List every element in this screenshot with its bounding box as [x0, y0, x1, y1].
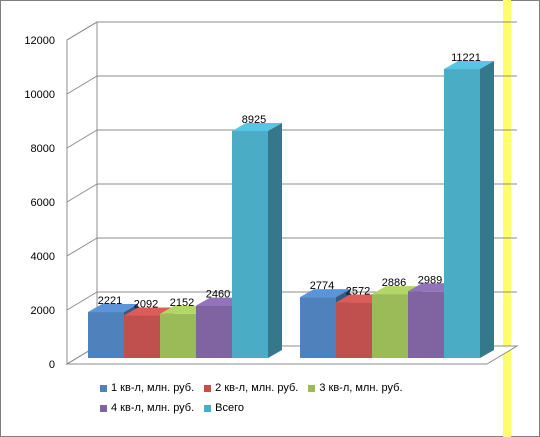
bar-front: [336, 302, 372, 358]
data-label: 2886: [382, 277, 406, 289]
grid-diagonal: [66, 183, 98, 203]
bar-front: [124, 315, 160, 358]
legend-label: 4 кв-л, млн. руб.: [111, 402, 195, 414]
legend-label: Всего: [215, 402, 245, 414]
bar-top: [444, 61, 494, 70]
data-label: 8925: [242, 114, 266, 126]
y-tick-label: 10000: [24, 89, 55, 101]
data-label: 2152: [170, 297, 194, 309]
legend: 1 кв-л, млн. руб. 2 кв-л, млн. руб. 3 кв-л…: [100, 382, 500, 422]
y-tick-label: 2000: [31, 305, 55, 317]
legend-label: 2 кв-л, млн. руб.: [215, 382, 299, 394]
data-label: 2774: [310, 280, 334, 292]
grid-diagonal: [66, 237, 98, 257]
bar-side: [480, 61, 494, 359]
bar-top: [232, 123, 282, 132]
legend-item: 3 кв-л, млн. руб.: [308, 382, 403, 394]
bar-front: [196, 305, 232, 358]
bar-front: [88, 312, 124, 358]
legend-swatch: [308, 384, 316, 392]
legend-item: 4 кв-л, млн. руб.: [100, 402, 194, 414]
bar-front: [160, 313, 196, 358]
bar-front: [444, 69, 480, 359]
y-tick-label: 4000: [31, 251, 55, 263]
data-label: 2221: [98, 295, 122, 307]
legend-swatch: [100, 384, 107, 392]
legend-item: 1 кв-л, млн. руб.: [100, 382, 194, 394]
legend-label: 1 кв-л, млн. руб.: [111, 382, 195, 394]
bar-front: [372, 294, 408, 358]
grid-diagonal: [66, 21, 98, 41]
bar-front: [232, 131, 268, 358]
legend-label: 3 кв-л, млн. руб.: [319, 382, 403, 394]
bar-side: [268, 123, 282, 359]
bar-front: [408, 291, 444, 358]
legend-swatch: [204, 384, 212, 392]
bar-front: [300, 297, 336, 358]
data-label: 2989: [418, 274, 442, 286]
bar-top: [88, 304, 138, 313]
y-tick-label: 12000: [24, 35, 55, 47]
data-label: 2460: [206, 289, 230, 301]
y-tick-label: 6000: [31, 197, 55, 209]
bar-top: [300, 289, 350, 298]
data-label: 2092: [134, 299, 158, 311]
legend-swatch: [204, 404, 212, 412]
y-tick-label: 8000: [31, 143, 55, 155]
grid-diagonal: [66, 75, 98, 95]
bars: [88, 61, 494, 359]
legend-swatch: [100, 404, 107, 412]
legend-item: Всего: [204, 402, 244, 414]
y-tick-label: 0: [49, 359, 55, 371]
data-labels: 2221 2774 2092 2572 2152 2886 2460 2989 8925 1122…: [98, 52, 481, 310]
legend-item: 2 кв-л, млн. руб.: [204, 382, 298, 394]
data-label: 11221: [451, 52, 481, 64]
grid-diagonal: [66, 129, 98, 149]
grid-diagonal: [66, 291, 98, 311]
y-axis-ticks: 0 2000 4000 6000 8000 10000 12000: [24, 35, 55, 371]
bar: [232, 123, 282, 359]
data-label: 2572: [346, 286, 370, 298]
bar: [444, 61, 494, 359]
yellow-margin-strip: [503, 0, 511, 437]
